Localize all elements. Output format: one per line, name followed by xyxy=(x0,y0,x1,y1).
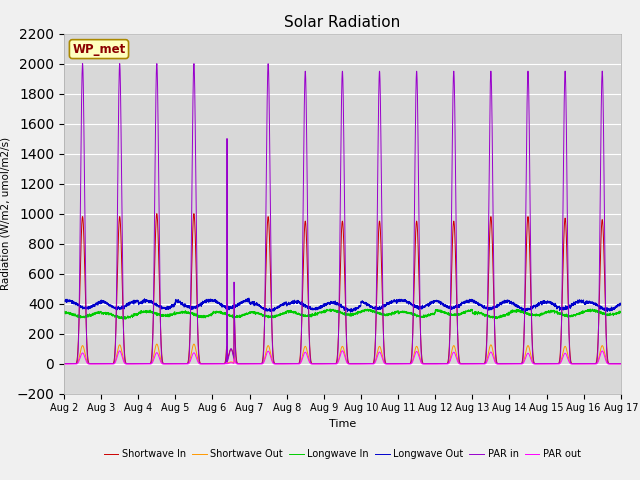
PAR in xyxy=(616,361,624,367)
Longwave In xyxy=(499,313,507,319)
Longwave Out xyxy=(60,298,68,304)
Longwave In xyxy=(326,306,334,312)
Shortwave Out xyxy=(436,361,444,367)
Longwave Out xyxy=(499,298,507,304)
PAR out xyxy=(161,361,168,367)
Longwave In xyxy=(436,309,444,314)
Shortwave Out xyxy=(616,361,624,367)
Shortwave In xyxy=(322,361,330,367)
Shortwave Out xyxy=(60,361,68,367)
Longwave In xyxy=(468,307,476,313)
PAR in xyxy=(322,361,330,367)
PAR out xyxy=(436,361,444,367)
Longwave In xyxy=(60,309,68,315)
Legend: Shortwave In, Shortwave Out, Longwave In, Longwave Out, PAR in, PAR out: Shortwave In, Shortwave Out, Longwave In… xyxy=(100,445,585,463)
Shortwave In xyxy=(60,361,68,367)
PAR in xyxy=(436,361,444,367)
PAR out xyxy=(617,361,625,367)
Line: PAR in: PAR in xyxy=(64,64,621,364)
Longwave Out xyxy=(616,301,624,307)
Shortwave Out xyxy=(499,361,507,367)
PAR in xyxy=(467,361,475,367)
Y-axis label: Radiation (W/m2, umol/m2/s): Radiation (W/m2, umol/m2/s) xyxy=(1,137,11,290)
Longwave In xyxy=(322,308,330,313)
Line: PAR out: PAR out xyxy=(64,351,621,364)
PAR out xyxy=(467,361,475,367)
Longwave In xyxy=(617,309,625,314)
Longwave In xyxy=(616,309,624,315)
Longwave Out xyxy=(322,302,330,308)
Shortwave In xyxy=(436,361,444,367)
PAR out xyxy=(322,361,330,367)
Shortwave Out xyxy=(467,361,475,367)
PAR out xyxy=(116,348,124,354)
PAR out xyxy=(60,361,68,367)
Shortwave Out xyxy=(617,361,625,367)
Shortwave In xyxy=(616,361,624,367)
Line: Shortwave In: Shortwave In xyxy=(64,214,621,364)
Line: Shortwave Out: Shortwave Out xyxy=(64,344,621,364)
PAR in xyxy=(161,360,168,366)
Longwave In xyxy=(161,312,168,318)
Line: Longwave In: Longwave In xyxy=(64,309,621,319)
Longwave In xyxy=(119,316,127,322)
PAR in xyxy=(60,361,68,367)
Line: Longwave Out: Longwave Out xyxy=(64,298,621,312)
Shortwave In xyxy=(153,211,161,216)
Shortwave In xyxy=(617,361,625,367)
Longwave Out xyxy=(160,305,168,311)
X-axis label: Time: Time xyxy=(329,419,356,429)
Title: Solar Radiation: Solar Radiation xyxy=(284,15,401,30)
Longwave Out xyxy=(245,295,253,301)
Longwave Out xyxy=(436,301,444,307)
Shortwave In xyxy=(499,361,507,367)
Longwave Out xyxy=(468,298,476,303)
Shortwave In xyxy=(467,361,475,367)
Longwave Out xyxy=(617,300,625,306)
PAR in xyxy=(79,61,86,67)
PAR out xyxy=(616,361,624,367)
Text: WP_met: WP_met xyxy=(72,43,125,56)
Longwave Out xyxy=(347,309,355,315)
Shortwave Out xyxy=(161,360,168,366)
Shortwave In xyxy=(161,360,168,366)
PAR out xyxy=(499,361,507,367)
PAR in xyxy=(499,361,507,367)
Shortwave Out xyxy=(153,341,161,347)
PAR in xyxy=(617,361,625,367)
Shortwave Out xyxy=(322,361,330,367)
